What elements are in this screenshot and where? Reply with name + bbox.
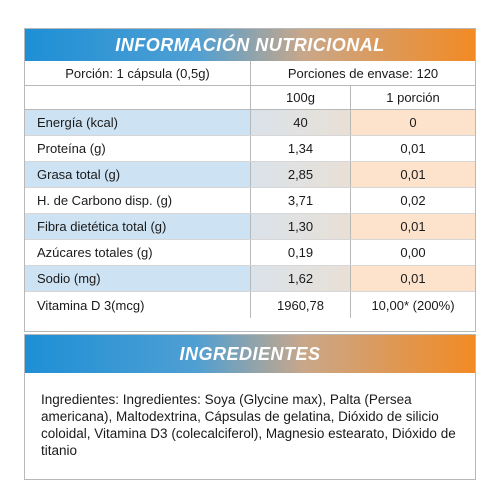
value-per-100g: 40 — [251, 110, 351, 135]
servings-per-container: Porciones de envase: 120 — [287, 65, 439, 81]
nutrient-label: Sodio (mg) — [25, 266, 251, 291]
nutrition-title: INFORMACIÓN NUTRICIONAL — [25, 29, 475, 61]
column-header-row: 100g 1 porción — [25, 86, 475, 110]
nutrient-rows: Energía (kcal) 40 0 Proteína (g) 1,34 0,… — [25, 110, 475, 318]
value-per-portion: 0,02 — [400, 193, 426, 208]
value-per-portion: 0,00 — [400, 245, 426, 260]
nutrient-label: Fibra dietética total (g) — [25, 214, 251, 239]
serving-info-row: Porción: 1 cápsula (0,5g) Porciones de e… — [25, 61, 475, 86]
nutrient-label: H. de Carbono disp. (g) — [25, 188, 251, 213]
value-per-portion: 0,01 — [400, 141, 426, 156]
table-row: Energía (kcal) 40 0 — [25, 110, 475, 136]
nutrient-label: Grasa total (g) — [25, 162, 251, 187]
ingredients-title: INGREDIENTES — [25, 335, 475, 373]
table-row: Sodio (mg) 1,62 0,01 — [25, 266, 475, 292]
value-per-100g: 1,62 — [251, 266, 351, 291]
table-row: H. de Carbono disp. (g) 3,71 0,02 — [25, 188, 475, 214]
value-per-portion: 0,01 — [351, 162, 475, 187]
table-row: Grasa total (g) 2,85 0,01 — [25, 162, 475, 188]
nutrition-facts-panel: INFORMACIÓN NUTRICIONAL Porción: 1 cápsu… — [24, 28, 476, 332]
value-per-portion: 0,01 — [351, 266, 475, 291]
value-per-portion: 0,01 — [351, 214, 475, 239]
value-per-100g: 1960,78 — [251, 292, 351, 318]
header-per-portion: 1 porción — [386, 90, 440, 105]
value-per-portion: 0 — [351, 110, 475, 135]
ingredients-panel: INGREDIENTES Ingredientes: Ingredientes:… — [24, 334, 476, 480]
value-per-100g: 1,34 — [251, 136, 351, 161]
nutrient-label: Energía (kcal) — [25, 110, 251, 135]
value-per-100g: 0,19 — [251, 240, 351, 265]
serving-size: Porción: 1 cápsula (0,5g) — [25, 61, 251, 85]
table-row: Proteína (g) 1,34 0,01 — [25, 136, 475, 162]
ingredients-text: Ingredientes: Ingredientes: Soya (Glycin… — [41, 392, 456, 458]
nutrient-label: Azúcares totales (g) — [25, 240, 251, 265]
value-per-100g: 3,71 — [251, 188, 351, 213]
table-row: Azúcares totales (g) 0,19 0,00 — [25, 240, 475, 266]
header-spacer — [25, 86, 251, 109]
nutrient-label: Proteína (g) — [25, 136, 251, 161]
table-row: Vitamina D 3(mcg) 1960,78 10,00* (200%) — [25, 292, 475, 318]
value-per-100g: 1,30 — [251, 214, 351, 239]
value-per-100g: 2,85 — [251, 162, 351, 187]
header-per-100g: 100g — [251, 86, 351, 109]
value-per-portion: 10,00* (200%) — [371, 297, 455, 313]
table-row: Fibra dietética total (g) 1,30 0,01 — [25, 214, 475, 240]
nutrient-label: Vitamina D 3(mcg) — [25, 292, 251, 318]
